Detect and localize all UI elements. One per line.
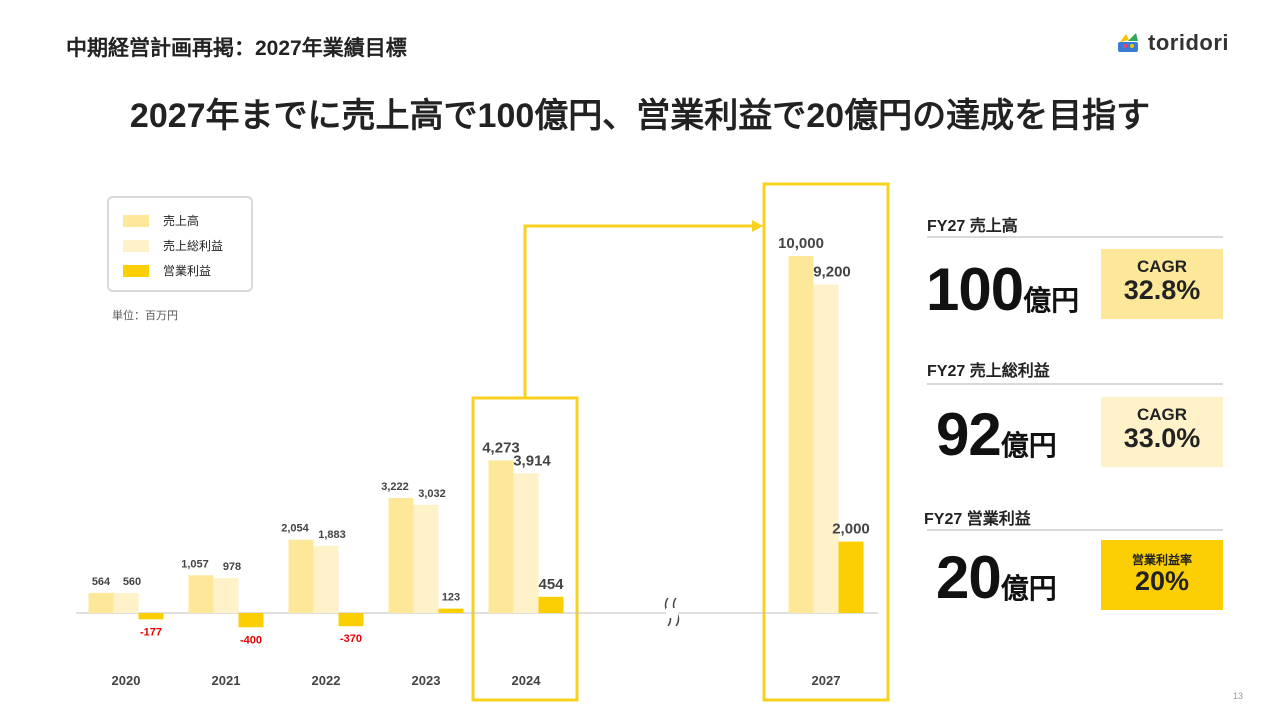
kpi-unit-operating-profit: 億円 — [1000, 573, 1057, 604]
cagr-badge-gross-profit: CAGR 33.0% — [1101, 397, 1223, 467]
legend-swatch-gross-profit — [123, 239, 149, 252]
bar-gross-profit-2020 — [113, 593, 139, 613]
legend-item-gross-profit: 売上総利益 — [123, 237, 223, 254]
data-label-gross-profit-2021: 978 — [223, 561, 241, 573]
growth-arrow-head — [752, 220, 763, 232]
legend-swatch-operating-profit — [123, 264, 149, 277]
unit-note: 単位：百万円 — [112, 310, 178, 322]
kpi-label-operating-profit: FY27 営業利益 — [924, 511, 1031, 528]
bar-revenue-2024 — [488, 460, 514, 613]
category-label-2020: 2020 — [112, 673, 141, 688]
data-label-gross-profit-2024: 3,914 — [513, 452, 551, 469]
data-label-operating-profit-2023: 123 — [442, 592, 460, 604]
data-label-gross-profit-2027: 9,200 — [813, 264, 851, 281]
bar-gross-profit-2022 — [313, 545, 339, 613]
bar-operating-profit-2024 — [538, 596, 564, 613]
data-label-operating-profit-2021: -400 — [240, 634, 262, 646]
cagr-badge-revenue: CAGR 32.8% — [1101, 249, 1223, 319]
legend-label-revenue: 売上高 — [163, 214, 200, 228]
data-label-revenue-2024: 4,273 — [482, 439, 520, 456]
kpi-unit-revenue: 億円 — [1023, 285, 1080, 316]
bar-gross-profit-2027 — [813, 284, 839, 613]
margin-badge-operating-profit: 営業利益率 20% — [1101, 540, 1223, 610]
data-label-gross-profit-2022: 1,883 — [318, 529, 346, 541]
kpi-number-revenue: 100 — [926, 256, 1024, 323]
category-label-2024: 2024 — [512, 673, 542, 688]
kpi-label-gross-profit: FY27 売上総利益 — [927, 363, 1050, 380]
bar-operating-profit-2023 — [438, 608, 464, 613]
bar-revenue-2020 — [88, 592, 114, 613]
kpi-value-revenue: 100億円 — [926, 260, 1079, 320]
category-label-2023: 2023 — [412, 673, 441, 688]
data-label-revenue-2020: 564 — [92, 576, 111, 588]
brand-logo: toridori — [1116, 30, 1229, 56]
chart-legend: 売上高 売上総利益 営業利益 — [107, 196, 253, 292]
data-label-revenue-2022: 2,054 — [281, 523, 309, 535]
cagr-badge-label: CAGR — [1136, 257, 1188, 276]
kpi-number-operating-profit: 20 — [936, 544, 1002, 611]
cagr-badge-label: CAGR — [1136, 405, 1188, 424]
legend-item-revenue: 売上高 — [123, 212, 199, 229]
bar-operating-profit-2022 — [338, 613, 364, 627]
cagr-badge-value: 33.0% — [1123, 423, 1201, 453]
section-title: 中期経営計画再掲：2027年業績目標 — [66, 37, 407, 60]
category-label-2022: 2022 — [312, 673, 341, 688]
data-label-revenue-2021: 1,057 — [181, 558, 209, 570]
data-label-gross-profit-2020: 560 — [123, 576, 141, 588]
legend-swatch-revenue — [123, 214, 149, 227]
headline: 2027年までに売上高で100億円、営業利益で20億円の達成を目指す — [129, 97, 1151, 135]
data-label-operating-profit-2020: -177 — [140, 626, 162, 638]
bar-gross-profit-2023 — [413, 504, 439, 613]
legend-label-operating-profit: 営業利益 — [163, 264, 212, 278]
logo-text: toridori — [1148, 30, 1229, 55]
kpi-unit-gross-profit: 億円 — [1000, 430, 1057, 461]
bar-revenue-2023 — [388, 497, 414, 613]
highlight-frame-2027 — [762, 182, 890, 702]
bar-operating-profit-2020 — [138, 613, 164, 620]
margin-badge-label: 営業利益率 — [1131, 553, 1192, 567]
data-label-gross-profit-2023: 3,032 — [418, 488, 446, 500]
bar-revenue-2021 — [188, 575, 214, 613]
kpi-divider — [927, 236, 1223, 238]
growth-arrow-line — [523, 224, 752, 398]
data-label-operating-profit-2027: 2,000 — [832, 521, 870, 538]
legend-item-operating-profit: 営業利益 — [123, 262, 211, 279]
category-label-2021: 2021 — [212, 673, 241, 688]
bar-gross-profit-2024 — [513, 473, 539, 613]
kpi-value-operating-profit: 20億円 — [936, 548, 1057, 608]
axis-break-gap — [666, 608, 678, 618]
data-label-revenue-2023: 3,222 — [381, 481, 409, 493]
bar-operating-profit-2027 — [838, 541, 864, 613]
kpi-divider — [927, 383, 1223, 385]
cagr-badge-value: 32.8% — [1123, 275, 1201, 305]
bar-gross-profit-2021 — [213, 578, 239, 613]
legend-label-gross-profit: 売上総利益 — [163, 239, 224, 253]
margin-badge-value: 20% — [1134, 566, 1190, 596]
bar-revenue-2027 — [788, 256, 814, 613]
bar-revenue-2022 — [288, 539, 314, 613]
data-label-operating-profit-2024: 454 — [538, 576, 564, 593]
bar-operating-profit-2021 — [238, 613, 264, 628]
page-number: 13 — [1233, 691, 1244, 701]
kpi-label-revenue: FY27 売上高 — [927, 218, 1018, 235]
kpi-value-gross-profit: 92億円 — [936, 405, 1057, 465]
data-label-operating-profit-2022: -370 — [340, 633, 362, 645]
category-label-2027: 2027 — [812, 673, 841, 688]
toridori-bird-icon — [1118, 33, 1138, 52]
kpi-divider — [927, 529, 1223, 531]
data-label-revenue-2027: 10,000 — [778, 235, 824, 252]
kpi-number-gross-profit: 92 — [936, 401, 1002, 468]
bar-chart: 564 560 -177 2020 1,057 978 -400 2021 2,054 1,883… — [76, 182, 890, 702]
